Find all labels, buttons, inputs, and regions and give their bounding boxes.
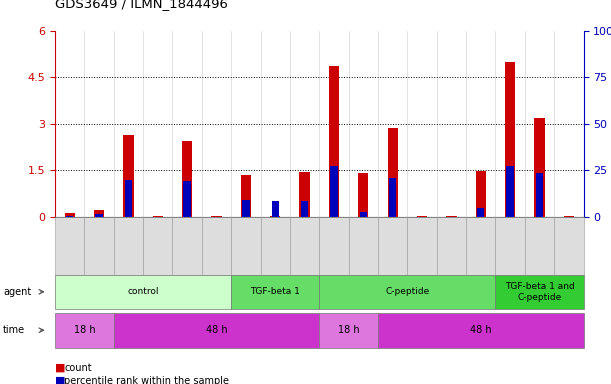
- Text: C-peptide: C-peptide: [385, 287, 430, 296]
- Bar: [389, 178, 397, 217]
- Bar: [564, 216, 574, 217]
- Bar: [241, 175, 251, 217]
- Bar: [123, 135, 134, 217]
- Bar: [182, 141, 192, 217]
- Bar: [183, 181, 191, 217]
- Bar: [125, 180, 132, 217]
- Bar: [301, 202, 308, 217]
- Bar: [505, 62, 515, 217]
- Bar: [417, 216, 427, 217]
- Text: 18 h: 18 h: [338, 325, 359, 335]
- Bar: [331, 166, 338, 217]
- Bar: [475, 171, 486, 217]
- Text: ■: ■: [55, 363, 65, 373]
- Text: ■: ■: [55, 376, 65, 384]
- Bar: [95, 215, 103, 217]
- Text: 48 h: 48 h: [206, 325, 227, 335]
- Bar: [387, 129, 398, 217]
- Text: count: count: [64, 363, 92, 373]
- Bar: [153, 216, 163, 217]
- Bar: [535, 118, 544, 217]
- Text: agent: agent: [3, 287, 31, 297]
- Bar: [94, 210, 104, 217]
- Text: GDS3649 / ILMN_1844496: GDS3649 / ILMN_1844496: [55, 0, 228, 10]
- Bar: [358, 173, 368, 217]
- Bar: [66, 216, 73, 217]
- Bar: [270, 216, 280, 217]
- Bar: [507, 166, 514, 217]
- Bar: [242, 200, 249, 217]
- Text: percentile rank within the sample: percentile rank within the sample: [64, 376, 229, 384]
- Text: 18 h: 18 h: [73, 325, 95, 335]
- Bar: [360, 212, 367, 217]
- Text: TGF-beta 1: TGF-beta 1: [251, 287, 300, 296]
- Text: time: time: [3, 325, 25, 335]
- Bar: [299, 172, 310, 217]
- Bar: [329, 66, 339, 217]
- Bar: [536, 173, 543, 217]
- Bar: [211, 216, 222, 217]
- Text: control: control: [127, 287, 159, 296]
- Bar: [65, 213, 75, 217]
- Bar: [446, 216, 456, 217]
- Text: 48 h: 48 h: [470, 325, 492, 335]
- Bar: [271, 202, 279, 217]
- Bar: [477, 208, 485, 217]
- Text: TGF-beta 1 and
C-peptide: TGF-beta 1 and C-peptide: [505, 282, 574, 301]
